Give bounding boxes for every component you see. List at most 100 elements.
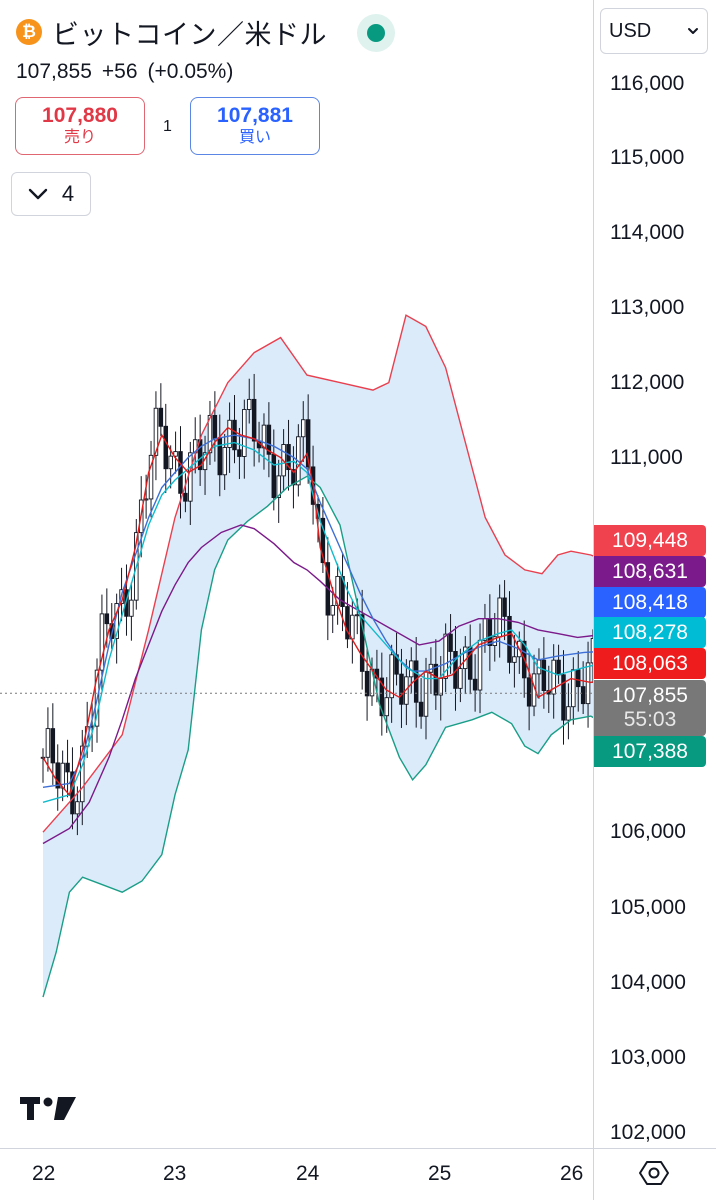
indicators-count: 4 xyxy=(61,181,75,206)
candle-body xyxy=(571,669,576,708)
last-price: 107,855 xyxy=(16,60,92,83)
candle-body xyxy=(168,455,173,470)
candle-body xyxy=(345,606,350,640)
candlesticks xyxy=(40,373,594,836)
candle-body xyxy=(271,453,277,498)
candle-body xyxy=(458,668,463,689)
candle-body xyxy=(418,701,424,717)
candle-body xyxy=(330,605,335,616)
buy-price: 107,881 xyxy=(217,104,293,127)
candle-body xyxy=(158,407,164,427)
bar-countdown: 55:03 xyxy=(623,708,677,731)
candle-body xyxy=(364,670,370,697)
y-tick-label: 112,000 xyxy=(610,371,685,394)
candle-body xyxy=(75,801,80,815)
candle-body xyxy=(301,419,306,438)
candle-body xyxy=(212,414,218,439)
candle-body xyxy=(551,659,556,695)
tag-ma-blue: 108,418 xyxy=(594,587,706,618)
bollinger-lower-line xyxy=(42,475,594,998)
candle-body xyxy=(482,618,488,641)
candle-body xyxy=(207,414,213,454)
price-chart[interactable] xyxy=(0,0,594,1148)
candle-body xyxy=(163,425,169,470)
symbol-name: ビットコイン／米ドル xyxy=(52,19,327,50)
tradingview-logo-icon xyxy=(20,1097,76,1120)
candle-body xyxy=(448,633,453,652)
currency-select[interactable]: USD xyxy=(600,8,708,54)
candle-body xyxy=(266,424,272,455)
candle-body xyxy=(566,706,571,721)
sell-button[interactable]: 107,880 売り xyxy=(15,97,145,155)
y-tick-label: 116,000 xyxy=(610,72,685,95)
candle-body xyxy=(143,498,149,501)
candle-body xyxy=(590,638,594,664)
y-tick-label: 115,000 xyxy=(610,146,685,169)
symbol-header[interactable]: ₿ ビットコイン／米ドル xyxy=(16,14,327,50)
candle-body xyxy=(512,656,517,663)
current-price-value: 107,855 xyxy=(612,684,688,707)
buy-button[interactable]: 107,881 買い xyxy=(190,97,320,155)
tag-ma-purple: 108,631 xyxy=(594,556,706,587)
candle-body xyxy=(80,745,85,803)
y-tick-label: 114,000 xyxy=(610,221,685,244)
candle-body xyxy=(178,451,183,494)
candle-body xyxy=(104,613,110,625)
x-tick-label: 22 xyxy=(32,1162,56,1185)
spread-value: 1 xyxy=(163,118,172,135)
x-tick-label: 26 xyxy=(560,1162,584,1185)
sell-label: 売り xyxy=(63,129,96,146)
candle-body xyxy=(227,419,232,448)
candle-body xyxy=(423,671,429,717)
y-tick-label: 105,000 xyxy=(610,896,686,919)
candle-body xyxy=(350,614,355,640)
candle-body xyxy=(389,654,394,699)
candle-body xyxy=(502,597,507,617)
bollinger-band-fill xyxy=(43,315,594,998)
candle-body xyxy=(556,659,561,676)
price-scale-separator xyxy=(593,0,594,1200)
candle-body xyxy=(355,614,360,617)
candle-body xyxy=(379,677,385,717)
bollinger-upper-line xyxy=(42,314,594,833)
ma-red-line xyxy=(42,426,594,797)
tag-ma-red: 108,063 xyxy=(594,648,706,679)
candle-body xyxy=(50,728,56,764)
candle-body xyxy=(443,633,448,679)
candle-body xyxy=(237,449,242,457)
candle-body xyxy=(99,613,105,671)
tag-current-price: 107,855 55:03 xyxy=(594,680,706,736)
candle-body xyxy=(359,614,365,672)
candle-body xyxy=(541,659,547,692)
candle-body xyxy=(497,597,502,638)
candle-body xyxy=(585,662,591,705)
candle-body xyxy=(148,454,154,500)
candle-body xyxy=(188,452,193,502)
price-summary: 107,855 +56 (+0.05%) xyxy=(16,60,243,84)
buy-label: 買い xyxy=(238,129,271,146)
candle-body xyxy=(129,599,134,617)
market-status-indicator[interactable] xyxy=(357,14,395,52)
candle-body xyxy=(433,663,439,696)
x-tick-label: 23 xyxy=(163,1162,187,1185)
settings-gear-icon[interactable] xyxy=(639,1158,669,1188)
candle-body xyxy=(251,398,257,442)
chevron-down-icon xyxy=(28,188,48,200)
candle-body xyxy=(124,589,129,617)
x-tick-label: 25 xyxy=(428,1162,452,1185)
candle-body xyxy=(467,646,473,680)
candle-body xyxy=(438,677,443,696)
candle-body xyxy=(45,728,51,758)
candle-body xyxy=(305,419,311,468)
price-change: +56 xyxy=(101,60,138,83)
candle-body xyxy=(222,447,227,476)
candle-body xyxy=(561,674,566,721)
y-tick-label: 103,000 xyxy=(610,1046,686,1069)
candle-body xyxy=(291,469,296,486)
tag-bb-lower: 107,388 xyxy=(594,736,706,767)
candle-body xyxy=(183,492,188,502)
candle-body xyxy=(65,762,70,773)
indicators-toggle-button[interactable]: 4 xyxy=(11,172,91,216)
price-change-pct: (+0.05%) xyxy=(147,60,234,83)
candle-body xyxy=(320,517,326,564)
